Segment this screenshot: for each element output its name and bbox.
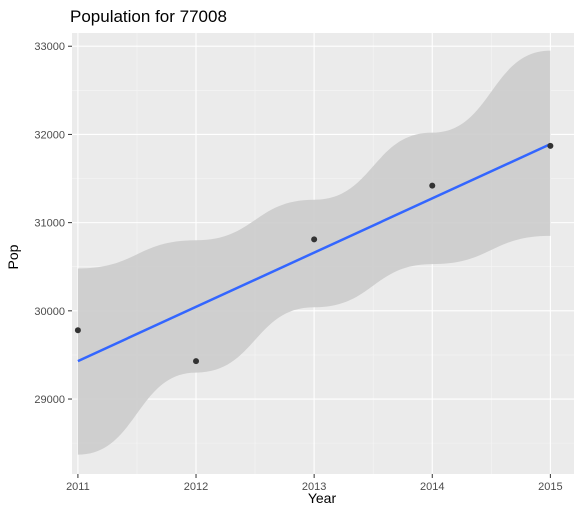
fit-line bbox=[77, 142, 551, 363]
x-tick-label: 2013 bbox=[302, 481, 326, 493]
data-point bbox=[74, 327, 81, 334]
chart-title: Population for 77008 bbox=[70, 7, 227, 26]
y-tick-label: 33000 bbox=[34, 41, 65, 53]
y-tick-label: 29000 bbox=[34, 394, 65, 406]
y-tick-label: 31000 bbox=[34, 218, 65, 230]
data-point bbox=[547, 142, 554, 149]
x-tick-label: 2011 bbox=[66, 481, 90, 493]
data-point bbox=[429, 182, 436, 189]
data-point bbox=[311, 236, 318, 243]
x-tick-label: 2014 bbox=[420, 481, 444, 493]
x-tick-label: 2012 bbox=[184, 481, 208, 493]
data-point bbox=[193, 358, 200, 365]
y-tick-label: 32000 bbox=[34, 129, 65, 141]
x-axis-title: Year bbox=[308, 490, 337, 506]
y-axis-ticks: 29000 30000 31000 32000 33000 bbox=[34, 41, 72, 406]
x-axis-ticks: 2011 2012 2013 2014 2015 bbox=[66, 474, 563, 493]
x-tick-label: 2015 bbox=[538, 481, 562, 493]
y-tick-label: 30000 bbox=[34, 306, 65, 318]
data-points bbox=[74, 142, 554, 365]
y-axis-title: Pop bbox=[5, 244, 21, 269]
